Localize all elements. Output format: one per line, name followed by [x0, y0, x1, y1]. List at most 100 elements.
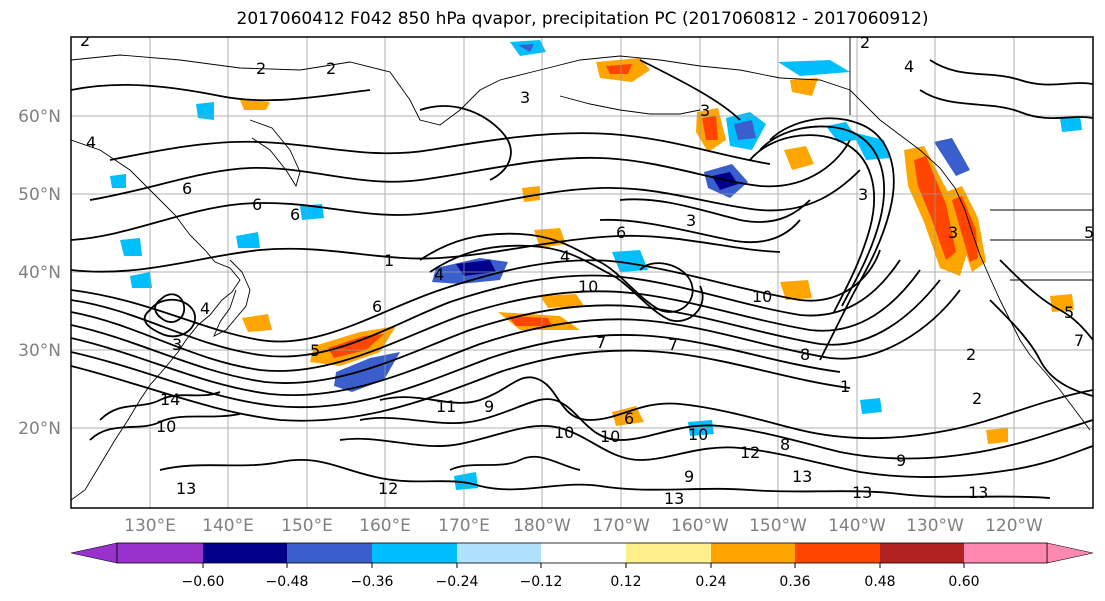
- contour-labels: 2 2 2 4 3 2 4 6 6 6 6 1 4 3 4 6 10 10 4 …: [80, 31, 1094, 508]
- map-frame: [70, 36, 1094, 509]
- contour-label: 7: [596, 333, 606, 352]
- contour-label: 8: [800, 345, 810, 364]
- contour-label: 4: [560, 247, 570, 266]
- contour-label: 7: [668, 335, 678, 354]
- contour-label: 4: [904, 57, 914, 76]
- shade-patch: [986, 428, 1008, 444]
- graticule: [71, 37, 1093, 508]
- shade-patch: [242, 314, 272, 332]
- shade-patch: [952, 196, 978, 262]
- contour-label: 2: [860, 33, 870, 52]
- contour-label: 6: [290, 205, 300, 224]
- shade-patch: [508, 316, 552, 326]
- shade-patch: [454, 472, 478, 490]
- contour-line: [989, 299, 1093, 397]
- contour-line: [419, 232, 694, 313]
- contour-line: [109, 132, 771, 165]
- shade-patch: [790, 78, 818, 96]
- shade-patch: [236, 232, 260, 248]
- shade-patch: [300, 204, 324, 220]
- colorbar-segment: [711, 543, 795, 563]
- colorbar-segment: [541, 543, 626, 563]
- coastline-japan: [213, 259, 251, 337]
- coastline-siberia: [71, 54, 501, 126]
- coastlines: [71, 37, 1093, 501]
- contour-line: [999, 259, 1093, 341]
- lon-label: 170°E: [438, 516, 490, 536]
- contour-label: 9: [484, 397, 494, 416]
- contour-label: 9: [684, 467, 694, 486]
- contour-label: 13: [968, 483, 988, 502]
- lat-label: 20°N: [18, 419, 61, 439]
- contour-line: [99, 391, 221, 421]
- contour-line: [89, 413, 241, 441]
- lat-label: 40°N: [18, 263, 61, 283]
- contour-label: 6: [252, 195, 262, 214]
- colorbar-segment: [964, 543, 1047, 563]
- contour-label: 1: [840, 377, 850, 396]
- contour-line: [71, 349, 851, 422]
- lon-label: 150°W: [749, 516, 807, 536]
- colorbar-segment: [795, 543, 880, 563]
- contour-label: 13: [664, 489, 684, 508]
- contour-line: [71, 289, 961, 396]
- colorbar-tick-label: −0.60: [182, 574, 225, 590]
- contour-line: [71, 234, 781, 273]
- shade-patch: [934, 138, 970, 176]
- contour-line: [639, 59, 741, 121]
- colorbar-segment: [372, 543, 457, 563]
- lat-label: 30°N: [18, 341, 61, 361]
- coastline-kamchatka: [249, 119, 301, 188]
- coastline-alaska: [499, 55, 881, 121]
- contour-line: [599, 218, 801, 244]
- shade-patch: [1060, 116, 1082, 132]
- colorbar-extend-low: [70, 542, 118, 564]
- shade-patch: [702, 116, 718, 140]
- map-area: 2 2 2 4 3 2 4 6 6 6 6 1 4 3 4 6 10 10 4 …: [70, 31, 1094, 509]
- coastline-asia: [71, 139, 241, 501]
- shade-patch: [712, 172, 738, 190]
- shade-patch: [780, 280, 812, 300]
- contour-line: [71, 249, 881, 343]
- contour-label: 5: [1084, 223, 1094, 242]
- contour-label: 3: [700, 101, 710, 120]
- contour-line: [71, 279, 941, 384]
- contour-label: 1: [384, 251, 394, 270]
- contour-label: 11: [436, 397, 456, 416]
- contour-label: 5: [1064, 303, 1074, 322]
- contour-label: 6: [616, 223, 626, 242]
- shade-patch: [196, 102, 214, 120]
- contour-line: [71, 334, 841, 409]
- colorbar: −0.60 −0.48 −0.36 −0.24 −0.12 0.12 0.24 …: [70, 542, 1094, 590]
- contour-line: [89, 139, 851, 201]
- colorbar-segment: [457, 543, 541, 563]
- colorbar-tick-label: −0.12: [520, 574, 563, 590]
- colorbar-tick-label: −0.36: [351, 574, 394, 590]
- colorbar-tick-label: 0.24: [695, 574, 726, 590]
- contour-line: [769, 117, 895, 361]
- lon-label: 140°W: [828, 516, 886, 536]
- contour-label: 2: [80, 31, 90, 50]
- colorbar-segment: [626, 543, 711, 563]
- contour-label: 5: [310, 341, 320, 360]
- shade-patch: [518, 44, 534, 52]
- contour-label: 12: [378, 479, 398, 498]
- contour-label: 10: [752, 287, 772, 306]
- colorbar-tick-label: 0.36: [779, 574, 810, 590]
- contour-label: 6: [372, 297, 382, 316]
- contour-label: 4: [86, 133, 96, 152]
- lon-label: 170°W: [592, 516, 650, 536]
- shade-patch: [778, 60, 850, 76]
- contour-line: [143, 298, 196, 338]
- colorbar-tick-label: −0.24: [436, 574, 479, 590]
- contour-line: [419, 105, 512, 181]
- colorbar-segment: [880, 543, 964, 563]
- contour-label: 8: [780, 435, 790, 454]
- contour-line: [159, 458, 1051, 499]
- contour-label: 4: [200, 299, 210, 318]
- contour-line: [71, 269, 921, 372]
- coastline-na-west: [879, 119, 1091, 431]
- contour-label: 10: [554, 423, 574, 442]
- lon-label: 160°E: [359, 516, 411, 536]
